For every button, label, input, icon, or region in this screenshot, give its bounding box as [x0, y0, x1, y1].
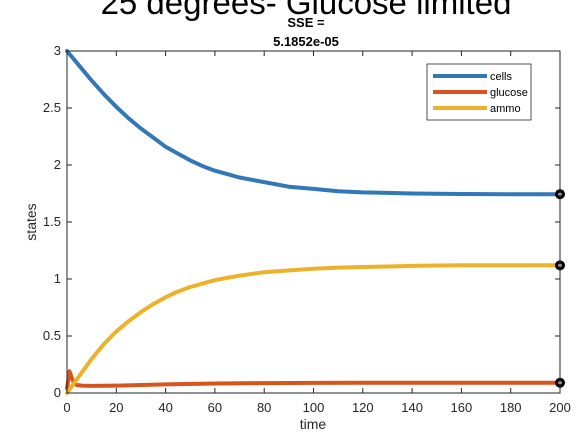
x-tick-label: 180 — [500, 400, 522, 415]
x-axis-label: time — [300, 416, 327, 432]
legend-label-cells: cells — [490, 71, 513, 83]
chart-subtitle-line2: 5.1852e-05 — [273, 34, 339, 49]
y-tick-labels: 0 0.5 1 1.5 2 2.5 3 — [43, 43, 61, 400]
legend: cells glucose ammo — [427, 64, 531, 120]
x-tick-label: 160 — [451, 400, 473, 415]
x-tick-label: 100 — [303, 400, 325, 415]
x-tick-labels: 0 20 40 60 80 100 120 140 160 180 200 — [63, 400, 570, 415]
x-tick-label: 200 — [549, 400, 571, 415]
y-axis-label: states — [23, 203, 39, 240]
x-tick-label: 120 — [352, 400, 374, 415]
x-tick-label: 20 — [109, 400, 123, 415]
x-tick-label: 0 — [63, 400, 70, 415]
y-tick-label: 0.5 — [43, 328, 61, 343]
y-tick-label: 0 — [54, 385, 61, 400]
chart-subtitle-line1: SSE = — [287, 15, 325, 30]
y-tick-label: 1 — [54, 271, 61, 286]
y-tick-label: 1.5 — [43, 214, 61, 229]
y-tick-label: 2.5 — [43, 100, 61, 115]
legend-label-glucose: glucose — [490, 87, 528, 99]
x-tick-label: 80 — [257, 400, 271, 415]
y-tick-label: 3 — [54, 43, 61, 58]
x-tick-label: 140 — [401, 400, 423, 415]
y-tick-label: 2 — [54, 157, 61, 172]
legend-label-ammo: ammo — [490, 103, 521, 115]
x-tick-label: 60 — [208, 400, 222, 415]
x-tick-label: 40 — [158, 400, 172, 415]
